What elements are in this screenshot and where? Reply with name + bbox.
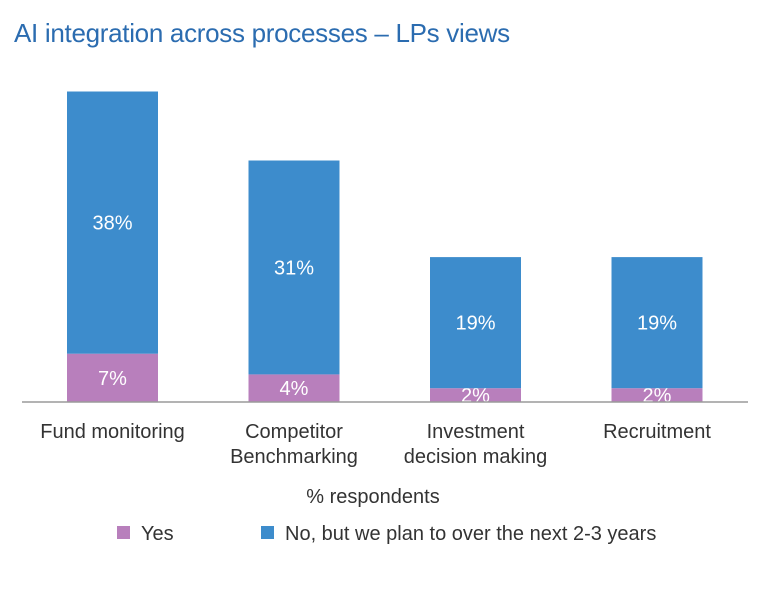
- legend-label-no-plan: No, but we plan to over the next 2-3 yea…: [285, 523, 656, 545]
- bar-no-plan-competitor-benchmarking: [248, 160, 340, 375]
- bar-no-plan-recruitment: [611, 257, 703, 389]
- bars-layer: 7% 38% 4% 31% 2% 19% 2% 19%: [67, 91, 703, 407]
- bar-yes-fund-monitoring: [67, 353, 158, 402]
- x-axis-label: % respondents: [306, 486, 439, 508]
- data-label-no-plan-investment-decision-making: 19%: [455, 313, 495, 335]
- category-label-competitor-benchmarking: Competitor Benchmarking: [230, 421, 358, 468]
- bar-yes-competitor-benchmarking: [248, 374, 340, 402]
- bar-yes-investment-decision-making: [430, 388, 521, 402]
- category-labels: Fund monitoring Competitor Benchmarking Inv…: [40, 421, 711, 468]
- data-label-yes-investment-decision-making: 2%: [461, 385, 490, 407]
- legend-swatch-yes: [117, 526, 130, 539]
- bar-no-plan-investment-decision-making: [430, 257, 521, 389]
- data-label-no-plan-competitor-benchmarking: 31%: [274, 257, 314, 279]
- legend-label-yes: Yes: [141, 523, 174, 545]
- category-label-fund-monitoring: Fund monitoring: [40, 421, 185, 443]
- category-label-recruitment: Recruitment: [603, 421, 711, 443]
- data-label-no-plan-fund-monitoring: 38%: [92, 213, 132, 235]
- bar-yes-recruitment: [611, 388, 703, 402]
- data-label-no-plan-recruitment: 19%: [637, 313, 677, 335]
- legend: Yes No, but we plan to over the next 2-3 …: [117, 523, 656, 545]
- data-label-yes-fund-monitoring: 7%: [98, 368, 127, 390]
- bar-no-plan-fund-monitoring: [67, 91, 158, 354]
- legend-swatch-no-plan: [261, 526, 274, 539]
- category-label-investment-decision-making: Investment decision making: [404, 421, 547, 468]
- data-label-yes-recruitment: 2%: [643, 385, 672, 407]
- chart-title: AI integration across processes – LPs vi…: [14, 18, 510, 48]
- data-label-yes-competitor-benchmarking: 4%: [280, 378, 309, 400]
